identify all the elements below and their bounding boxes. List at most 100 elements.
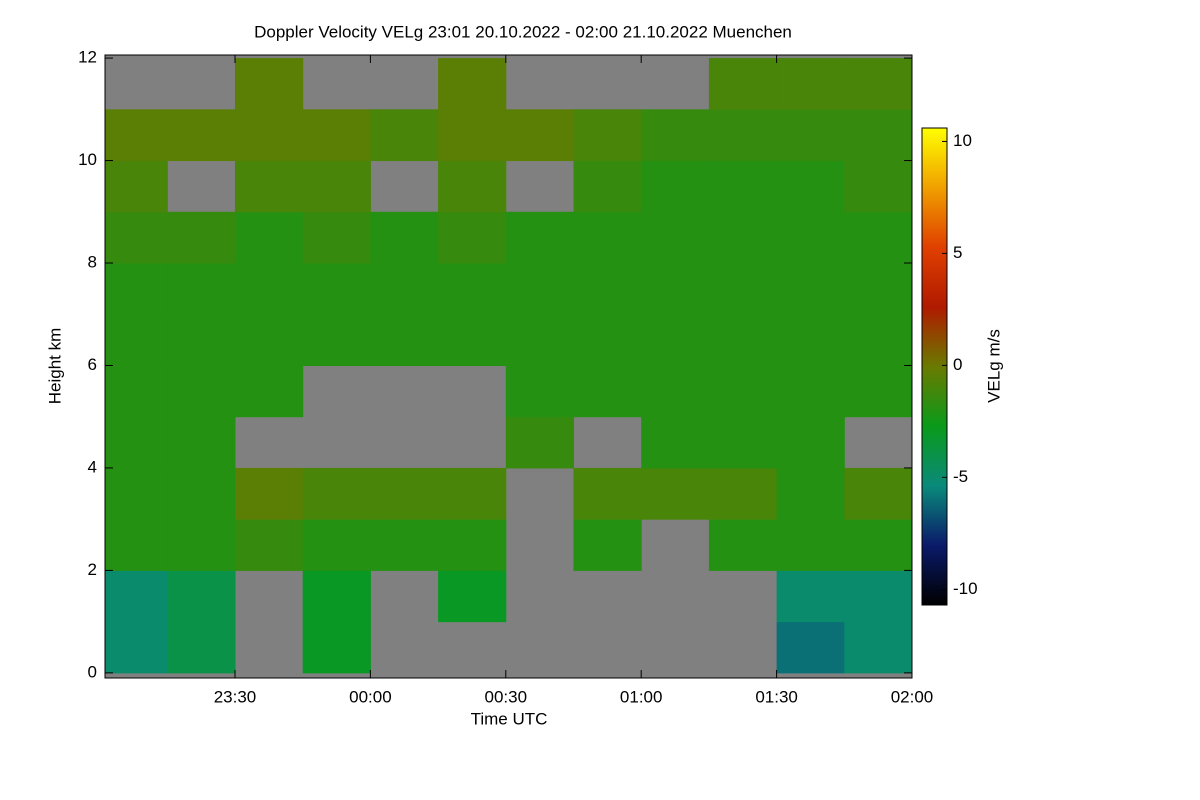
heatmap-cell [573,314,642,366]
heatmap-cell [438,263,507,315]
heatmap-cell [776,109,845,162]
heatmap-cell [641,109,710,162]
y-tick-label: 12 [78,48,97,67]
heatmap-cell [167,570,236,623]
heatmap-cell [438,211,507,264]
colorbar-tick-label: 10 [953,131,972,150]
colorbar-tick-label: 0 [953,355,962,374]
heatmap-cell [708,416,778,469]
heatmap-cell [641,263,710,315]
heatmap-cell [844,467,912,520]
heatmap-cell [844,365,912,418]
heatmap-cell [708,58,778,110]
heatmap-cell [776,467,845,520]
colorbar-tick-label: -10 [953,579,978,598]
heatmap-cell [167,365,236,418]
heatmap-cell [167,314,236,366]
heatmap-cell [708,467,778,520]
heatmap-cell [573,467,642,520]
heatmap-cell [167,109,236,162]
heatmap-cell [844,263,912,315]
heatmap-cell [776,160,845,213]
heatmap-cell [105,160,168,213]
heatmap-cell [105,621,168,674]
heatmap-cell [105,263,168,315]
heatmap-cell [708,263,778,315]
heatmap-cell [438,109,507,162]
heatmap-cell [167,467,236,520]
heatmap-cell [234,519,304,571]
heatmap-cell [234,160,304,213]
heatmap-cell [776,58,845,110]
x-tick-label: 01:00 [620,687,663,706]
heatmap-cell [105,314,168,366]
heatmap-cell [708,211,778,264]
heatmap-cell [776,519,845,571]
y-tick-label: 0 [88,662,97,681]
heatmap-cell [105,570,168,623]
heatmap-cell [776,416,845,469]
y-tick-label: 6 [88,355,97,374]
heatmap-cell [302,263,371,315]
heatmap-cell [776,263,845,315]
heatmap-cell [438,519,507,571]
heatmap [105,55,912,678]
heatmap-cell [302,519,371,571]
colorbar-label: VELg m/s [984,329,1003,403]
heatmap-cell [105,109,168,162]
heatmap-cell [167,416,236,469]
heatmap-cell [438,160,507,213]
x-tick-label: 01:30 [755,687,798,706]
heatmap-cell [844,314,912,366]
heatmap-cell [844,621,912,674]
heatmap-cell [844,211,912,264]
heatmap-cell [234,58,304,110]
heatmap-cell [505,263,574,315]
heatmap-cell [573,160,642,213]
heatmap-cell [234,314,304,366]
x-tick-label: 00:30 [485,687,528,706]
heatmap-cell [438,58,507,110]
heatmap-cell [505,416,574,469]
heatmap-cell [234,467,304,520]
heatmap-cell [844,570,912,623]
heatmap-cell [708,109,778,162]
colorbar-tick-label: 5 [953,243,962,262]
heatmap-cell [505,109,574,162]
heatmap-cell [234,365,304,418]
plot-frame [104,54,913,679]
heatmap-cell [844,109,912,162]
heatmap-cell [438,570,507,623]
heatmap-cell [370,211,439,264]
x-axis-label: Time UTC [471,709,548,728]
x-tick-label: 23:30 [214,687,257,706]
y-tick-label: 8 [88,252,97,271]
heatmap-cell [776,621,845,674]
colorbar-tick-label: -5 [953,467,968,486]
heatmap-cell [844,519,912,571]
heatmap-cell [641,211,710,264]
heatmap-cell [302,621,371,674]
heatmap-cell [438,467,507,520]
heatmap-cell [302,570,371,623]
heatmap-cell [370,467,439,520]
heatmap-cell [708,365,778,418]
heatmap-cell [505,211,574,264]
heatmap-cell [641,467,710,520]
heatmap-cell [776,211,845,264]
heatmap-cell [105,519,168,571]
heatmap-cell [505,365,574,418]
heatmap-cell [234,109,304,162]
heatmap-cell [302,211,371,264]
heatmap-cell [105,365,168,418]
heatmap-cell [573,211,642,264]
heatmap-cell [708,519,778,571]
heatmap-cell [370,314,439,366]
heatmap-cell [370,519,439,571]
heatmap-cell [641,314,710,366]
heatmap-cell [167,519,236,571]
heatmap-cell [776,314,845,366]
heatmap-cell [234,263,304,315]
heatmap-cell [844,160,912,213]
